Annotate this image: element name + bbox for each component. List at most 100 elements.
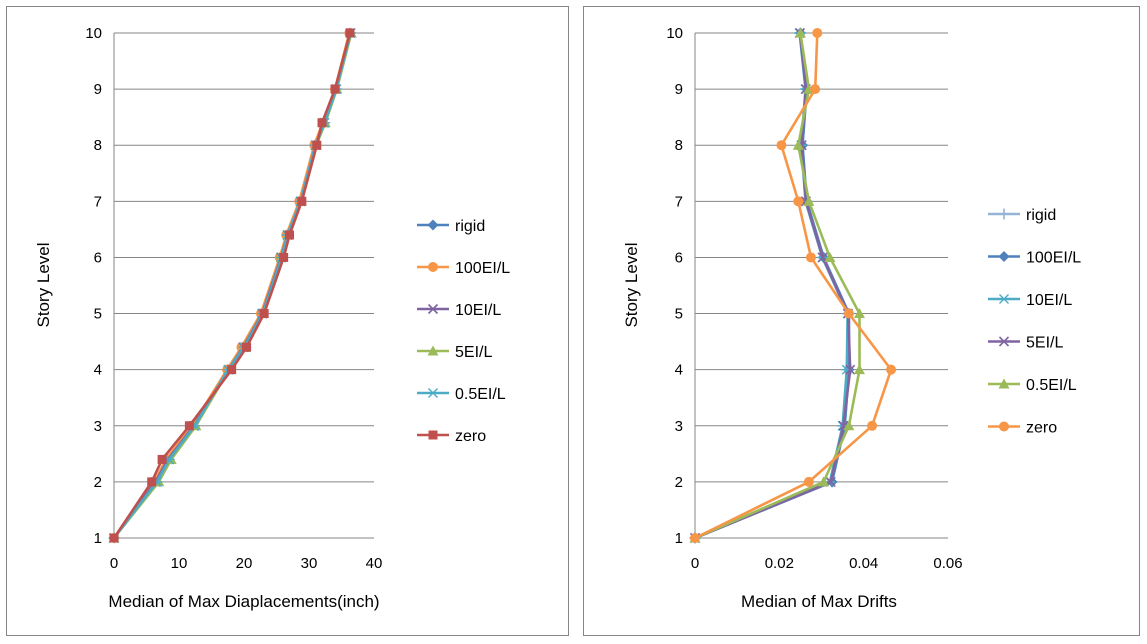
legend-label: 5EI/L [455, 344, 492, 361]
data-point [843, 308, 854, 319]
data-point [147, 477, 157, 487]
x-tick-label: 0 [691, 555, 699, 572]
series-line [112, 32, 351, 539]
chart-panel-drifts: 1 2 3 4 5 6 7 8 9 10 0 0.02 0.04 0.06 Median of Max Dr… [583, 6, 1140, 636]
y-tick-label: 5 [94, 306, 102, 323]
series-5EI/L [108, 27, 357, 543]
series-10EI/L [108, 27, 356, 544]
x-tick-label: 0.06 [933, 555, 962, 572]
data-point [812, 28, 823, 38]
data-point [810, 84, 821, 95]
data-point [824, 251, 836, 262]
legend-marker [428, 262, 438, 272]
y-tick-label: 2 [94, 474, 102, 491]
x-tick-label: 10 [171, 555, 188, 572]
data-point [345, 28, 355, 38]
y-tick-label: 2 [675, 474, 683, 491]
legend-entry: zero [988, 420, 1057, 437]
legend-marker [427, 388, 439, 398]
series-line [112, 32, 352, 539]
data-point [259, 309, 269, 319]
legend-marker [998, 378, 1010, 389]
data-point [285, 230, 294, 240]
y-tick-label: 6 [94, 249, 102, 266]
y-tick-label: 10 [85, 25, 102, 42]
y-tick-label: 4 [675, 362, 683, 379]
data-point [312, 140, 322, 150]
y-tick-label: 8 [94, 137, 102, 154]
data-point [109, 533, 119, 543]
data-point [776, 140, 787, 151]
series-line [112, 32, 352, 539]
chart-panel-displacements: 1 2 3 4 5 6 7 8 9 10 0 10 20 30 40 Median of Max Diapla… [6, 6, 569, 636]
data-point [818, 476, 830, 487]
data-point [805, 252, 816, 263]
data-point [242, 342, 252, 352]
y-tick-label: 6 [675, 249, 683, 266]
y-tick-label: 4 [94, 362, 102, 379]
legend-entry: rigid [417, 218, 485, 235]
legend-entry: 100EI/L [988, 250, 1081, 267]
legend-entry: 100EI/L [417, 260, 510, 277]
y-tick-label: 8 [675, 137, 683, 154]
legend-label: 100EI/L [455, 260, 510, 277]
legend-marker [427, 219, 439, 231]
series-line [694, 32, 893, 540]
y-axis-title: Story Level [34, 242, 53, 327]
displacement-chart: 1 2 3 4 5 6 7 8 9 10 0 10 20 30 40 Median of Max Diapla… [34, 25, 510, 611]
y-tick-label: 5 [675, 306, 683, 323]
y-tick-label: 9 [675, 81, 683, 98]
legend-entry: 10EI/L [988, 292, 1072, 309]
drift-chart: 1 2 3 4 5 6 7 8 9 10 0 0.02 0.04 0.06 Median of Max Dr… [622, 25, 1081, 611]
data-point [317, 118, 327, 128]
y-tick-label: 9 [94, 81, 102, 98]
series-line [694, 32, 849, 540]
x-axis-title: Median of Max Drifts [741, 592, 897, 611]
legend-marker [998, 336, 1010, 347]
series-0.5EI/L [689, 27, 865, 543]
data-point [794, 27, 806, 38]
data-point [330, 84, 340, 94]
legend-label: 0.5EI/L [455, 386, 506, 403]
legend-marker [427, 345, 439, 356]
legend-entry: 0.5EI/L [417, 386, 506, 403]
data-point [853, 308, 865, 319]
data-point [867, 420, 878, 431]
y-tick-label: 1 [675, 530, 683, 547]
x-tick-label: 0.04 [849, 555, 878, 572]
x-tick-label: 40 [366, 555, 383, 572]
legend-label: 10EI/L [455, 302, 501, 319]
legend-marker [998, 294, 1010, 304]
y-tick-label: 7 [675, 193, 683, 210]
legend-label: 100EI/L [1026, 250, 1081, 267]
y-tick-label: 3 [675, 418, 683, 435]
x-tick-label: 0.02 [765, 555, 794, 572]
series-zero [109, 28, 355, 543]
data-point [297, 196, 307, 206]
data-point [157, 454, 167, 464]
legend-marker [998, 208, 1010, 220]
data-point [184, 421, 194, 431]
data-point [793, 196, 804, 207]
data-point [853, 364, 865, 375]
data-point [227, 365, 237, 375]
data-point [843, 420, 855, 431]
series-line [694, 32, 861, 540]
y-tick-label: 1 [94, 530, 102, 547]
series-100EI/L [109, 28, 355, 543]
data-point [845, 364, 856, 375]
legend-label: 10EI/L [1026, 292, 1072, 309]
legend-label: zero [1026, 420, 1057, 437]
series-rigid [108, 27, 356, 544]
legend-label: rigid [455, 218, 485, 235]
legend-marker [428, 430, 438, 440]
data-point [792, 139, 804, 150]
y-tick-label: 3 [94, 418, 102, 435]
legend-entry: 0.5EI/L [988, 377, 1077, 394]
y-tick-label: 10 [666, 25, 683, 42]
legend-marker [999, 421, 1009, 432]
data-point [803, 476, 814, 487]
x-axis-title: Median of Max Diaplacements(inch) [108, 592, 379, 611]
series-0.5EI/L [108, 28, 357, 543]
series-zero [690, 28, 897, 543]
